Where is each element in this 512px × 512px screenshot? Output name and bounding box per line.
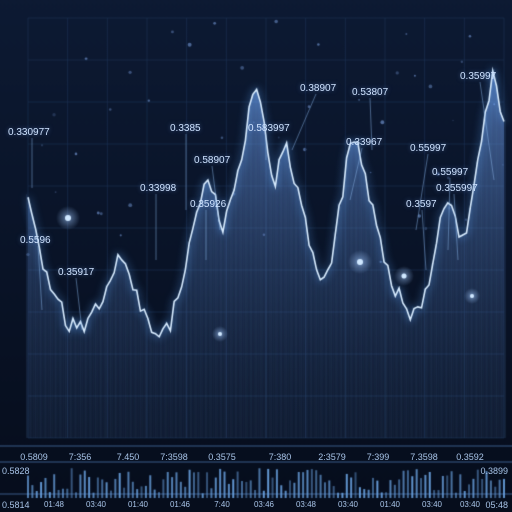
y-axis-right: 0.3899 [480,466,508,476]
x-axis-label: 2:3579 [314,452,350,462]
x-axis-label: 0.5809 [16,452,52,462]
x-axis-time: 03:40 [78,500,114,509]
x-axis-time: 01:46 [162,500,198,509]
x-axis-time: 7:40 [204,500,240,509]
x-axis-time: 01:48 [36,500,72,509]
x-axis-time: 03:40 [330,500,366,509]
x-axis-label: 7:380 [262,452,298,462]
x-axis-label: 0.3575 [204,452,240,462]
x-axis-label: 0.3592 [452,452,488,462]
x-axis-time: 03:46 [246,500,282,509]
y-axis-right: 05:48 [485,500,508,510]
x-axis-time: 03:40 [452,500,488,509]
x-axis-time: 01:40 [372,500,408,509]
x-axis-time: 03:40 [414,500,450,509]
x-axis-label: 7.3598 [406,452,442,462]
y-axis-left: 0.5814 [2,500,30,510]
x-axis-time: 01:40 [120,500,156,509]
x-axis-time: 03:48 [288,500,324,509]
x-axis-label: 7:399 [360,452,396,462]
y-axis-left: 0.5828 [2,466,30,476]
price-chart [0,0,512,512]
x-axis-label: 7.450 [110,452,146,462]
x-axis-label: 7:356 [62,452,98,462]
x-axis-label: 7:3598 [156,452,192,462]
